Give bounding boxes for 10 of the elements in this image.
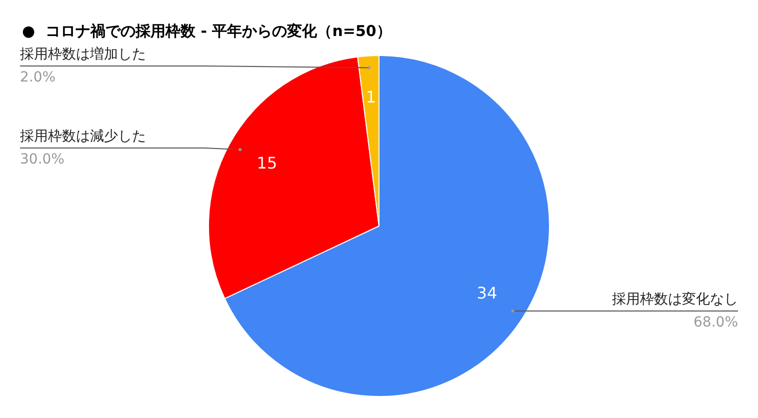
data-label: 2.0% (20, 70, 56, 86)
chart-title: ● コロナ禍での採用枠数 - 平年からの変化（n=50） (22, 22, 392, 40)
data-label: 68.0% (694, 314, 738, 331)
data-label: 30.0% (20, 152, 64, 168)
text: 34 (476, 284, 498, 303)
slice-label: 採用枠数は減少した (20, 128, 146, 145)
slice-label: 採用枠数は増加した (20, 46, 146, 63)
text: 1 (366, 88, 376, 107)
slice-label: 採用枠数は変化なし (612, 292, 738, 308)
text: 15 (256, 154, 278, 173)
